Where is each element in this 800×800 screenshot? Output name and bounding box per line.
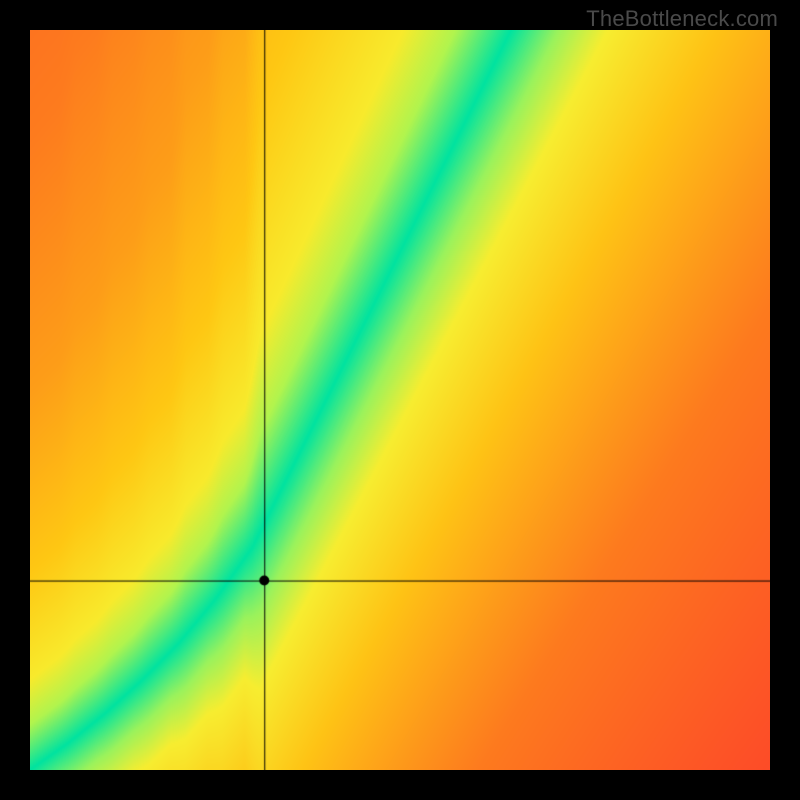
chart-container: TheBottleneck.com (0, 0, 800, 800)
watermark-text: TheBottleneck.com (586, 6, 778, 32)
bottleneck-heatmap (30, 30, 770, 770)
